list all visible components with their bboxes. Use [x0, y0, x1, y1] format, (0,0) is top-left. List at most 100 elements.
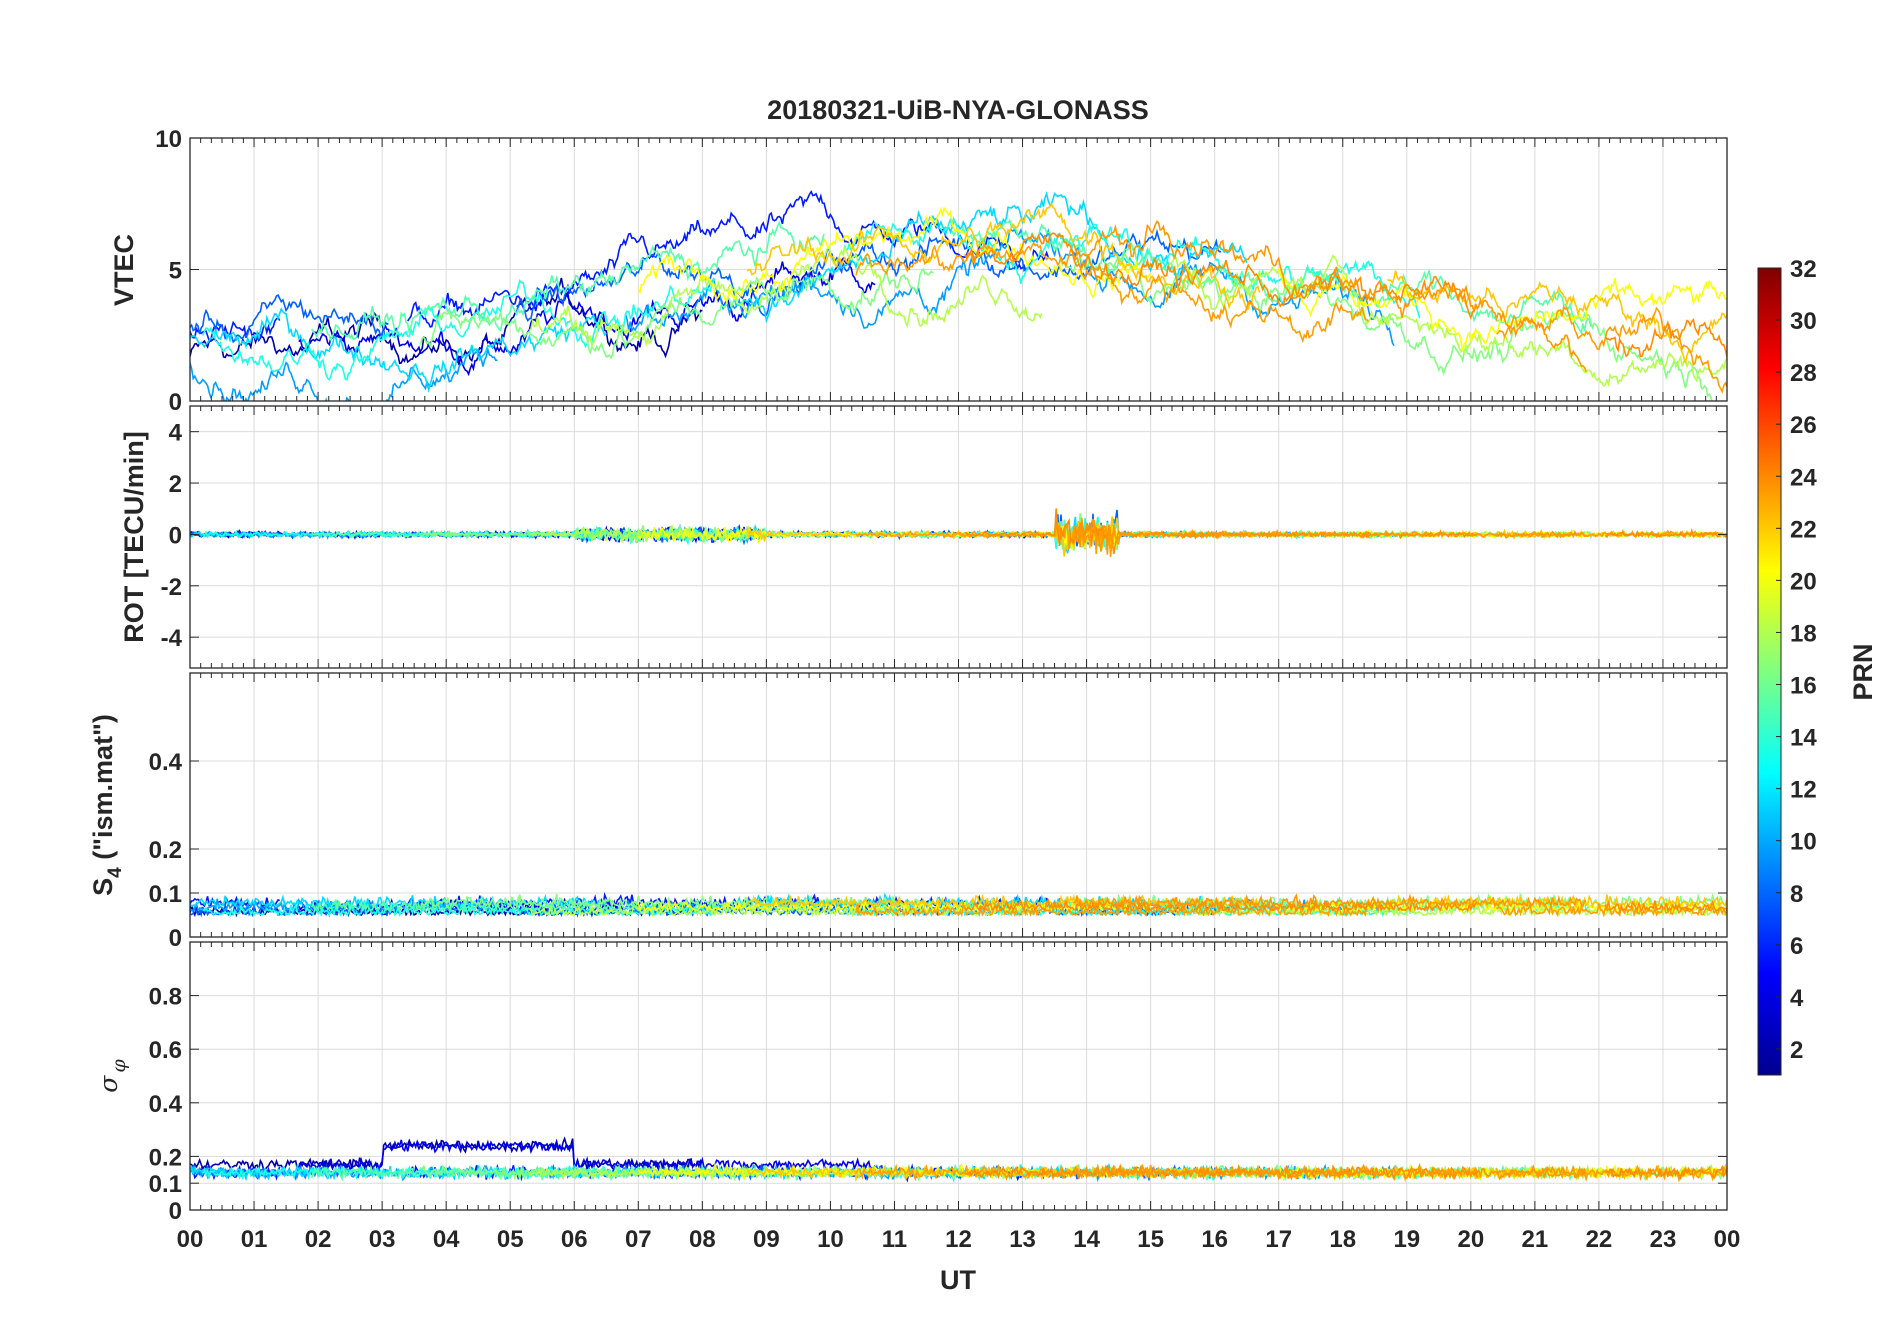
panel-s4: 0 0.1 0.2 0.4 — [149, 672, 1728, 952]
trace-s4 — [855, 901, 1370, 918]
colorbar-tick-label: 32 — [1790, 256, 1817, 283]
x-tick-label: 08 — [689, 1226, 716, 1253]
x-tick-labels: 00 01 02 03 04 05 06 07 08 09 10 11 12 13 14 15 16 17 18 19… — [177, 1226, 1741, 1253]
colorbar-tick-label: 4 — [1790, 985, 1804, 1012]
ylabel-s4-rest: ("ism.mat") — [88, 714, 118, 867]
x-tick-label: 00 — [177, 1226, 204, 1253]
x-tick-label: 19 — [1393, 1226, 1420, 1253]
trace-vtec — [1169, 254, 1727, 388]
trace-sigma — [1073, 1162, 1587, 1181]
colorbar-tick-label: 24 — [1790, 464, 1817, 491]
trace-vtec — [190, 307, 607, 393]
trace-vtec — [190, 277, 703, 366]
traces-vtec — [190, 190, 1727, 401]
y-tick-label-rot: 2 — [169, 471, 182, 498]
grid-vtec — [190, 138, 1727, 401]
y-tick-label-s4: 0.1 — [149, 881, 182, 908]
y-tick-label-sigma: 0.6 — [149, 1037, 182, 1064]
x-tick-label: 01 — [241, 1226, 268, 1253]
panel-sigma: 00.10.2 0.4 0.6 0.8 — [149, 941, 1728, 1225]
y-tick-label-vtec: 10 — [155, 126, 182, 153]
colorbar-tick-label: 20 — [1790, 568, 1817, 595]
traces-s4 — [190, 891, 1727, 918]
x-tick-label: 13 — [1009, 1226, 1036, 1253]
ylabel-s4-main: S — [88, 878, 118, 896]
y-tick-label-sigma: 0.1 — [149, 1171, 182, 1198]
trace-s4 — [1496, 901, 1727, 918]
colorbar-tick-label: 22 — [1790, 516, 1817, 543]
x-tick-label: 18 — [1329, 1226, 1356, 1253]
ylabel-sigma-main: σ — [94, 1075, 123, 1093]
x-tick-label: 12 — [945, 1226, 972, 1253]
colorbar-gradient — [1757, 267, 1782, 1076]
colorbar-tick-label: 18 — [1790, 620, 1817, 647]
y-tick-label-sigma: 0 — [169, 1198, 182, 1225]
y-tick-label-rot: 4 — [169, 420, 183, 447]
x-tick-label: 15 — [1137, 1226, 1164, 1253]
trace-vtec — [964, 232, 1478, 320]
trace-s4 — [964, 897, 1478, 914]
trace-vtec — [637, 206, 1152, 304]
trace-s4 — [528, 900, 1043, 918]
panel-rot: -4 -2 0 2 4 — [161, 405, 1728, 669]
colorbar-tick-label: 10 — [1790, 829, 1817, 856]
trace-vtec — [190, 294, 389, 344]
x-ticks-vtec — [189, 138, 1728, 401]
trace-vtec — [951, 218, 1593, 336]
trace-vtec — [528, 245, 1043, 349]
colorbar-tick-label: 6 — [1790, 933, 1803, 960]
trace-s4 — [1073, 893, 1587, 910]
trace-vtec — [1604, 318, 1727, 358]
x-tick-label: 22 — [1586, 1226, 1613, 1253]
colorbar-tick-label: 8 — [1790, 881, 1803, 908]
x-tick-label: 16 — [1201, 1226, 1228, 1253]
trace-vtec — [419, 267, 934, 360]
y-tick-label-rot: -2 — [161, 574, 182, 601]
trace-vtec — [311, 220, 825, 343]
traces-sigma — [190, 1136, 1727, 1183]
x-tick-label: 11 — [882, 1226, 907, 1253]
grid-s4 — [190, 673, 1727, 937]
x-ticks-sigma — [189, 942, 1728, 1210]
trace-sigma — [420, 1163, 934, 1182]
colorbar-label: PRN — [1848, 643, 1878, 700]
colorbar-tick-label: 14 — [1790, 725, 1817, 752]
x-tick-label: 06 — [561, 1226, 588, 1253]
y-tick-label-s4: 0 — [169, 925, 182, 952]
colorbar-tick-label: 30 — [1790, 308, 1817, 335]
x-tick-label: 21 — [1522, 1226, 1549, 1253]
ylabel-s4-sub: 4 — [105, 867, 126, 878]
trace-sigma — [298, 1138, 876, 1172]
x-ticks-rot — [189, 406, 1728, 668]
trace-sigma — [1604, 1164, 1727, 1182]
x-tick-label: 14 — [1073, 1226, 1100, 1253]
ylabel-sigma: σφ — [94, 1059, 130, 1093]
colorbar-tick-label: 16 — [1790, 673, 1817, 700]
trace-vtec — [746, 202, 1261, 311]
trace-s4 — [1604, 899, 1727, 914]
y-tick-label-sigma: 0.2 — [149, 1144, 182, 1171]
ylabel-s4: S4 ("ism.mat") — [88, 714, 126, 896]
colorbar-tick-label: 28 — [1790, 360, 1817, 387]
ylabel-vtec: VTEC — [109, 234, 139, 306]
traces-rot — [190, 508, 1727, 557]
x-tick-label: 07 — [625, 1226, 652, 1253]
trace-rot — [1604, 527, 1727, 539]
x-tick-label: 05 — [497, 1226, 524, 1253]
x-tick-label: 10 — [817, 1226, 844, 1253]
x-ticks-s4 — [189, 673, 1728, 937]
trace-vtec — [298, 256, 876, 377]
trace-vtec — [1073, 220, 1587, 373]
x-tick-label: 04 — [433, 1226, 460, 1253]
trace-rot — [1073, 517, 1587, 555]
y-tick-label-vtec: 5 — [169, 258, 182, 285]
y-tick-label-sigma: 0.8 — [149, 984, 182, 1011]
trace-vtec — [202, 278, 716, 382]
ylabel-sigma-sub: φ — [108, 1059, 130, 1073]
y-tick-label-vtec: 0 — [169, 389, 182, 416]
x-tick-label: 03 — [369, 1226, 396, 1253]
x-tick-label: 20 — [1457, 1226, 1484, 1253]
